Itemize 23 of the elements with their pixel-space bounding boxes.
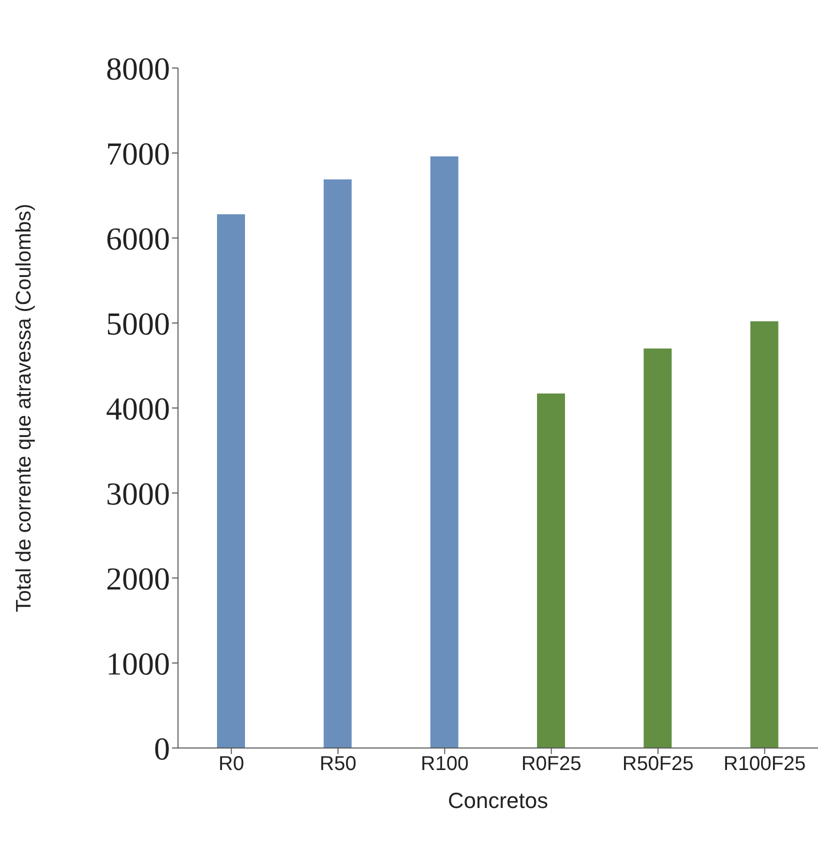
x-tick-label: R0 xyxy=(218,753,244,776)
y-tick-label: 4000 xyxy=(106,390,170,426)
y-tick-label: 2000 xyxy=(106,560,170,596)
bar xyxy=(217,214,245,748)
y-tick-label: 1000 xyxy=(106,645,170,682)
bar xyxy=(644,348,672,748)
y-tick-label: 0 xyxy=(154,730,170,766)
x-tick-label: R100 xyxy=(420,753,469,776)
y-tick-label: 8000 xyxy=(106,50,170,86)
bar xyxy=(430,156,458,748)
y-tick-label: 5000 xyxy=(106,305,170,342)
y-tick-label: 3000 xyxy=(106,475,170,512)
y-tick-label: 7000 xyxy=(106,135,170,172)
bar xyxy=(324,179,352,748)
y-axis-title: Total de corrente que atravessa (Coulombs) xyxy=(12,204,36,612)
y-tick-label: 6000 xyxy=(106,220,170,256)
bar xyxy=(537,394,565,748)
bar xyxy=(750,321,778,748)
x-tick-label: R50F25 xyxy=(622,753,694,776)
x-tick-label: R50 xyxy=(320,753,356,776)
x-tick-label: R100F25 xyxy=(724,753,806,776)
x-tick-label: R0F25 xyxy=(521,753,582,776)
x-axis-title: Concretos xyxy=(448,788,548,813)
